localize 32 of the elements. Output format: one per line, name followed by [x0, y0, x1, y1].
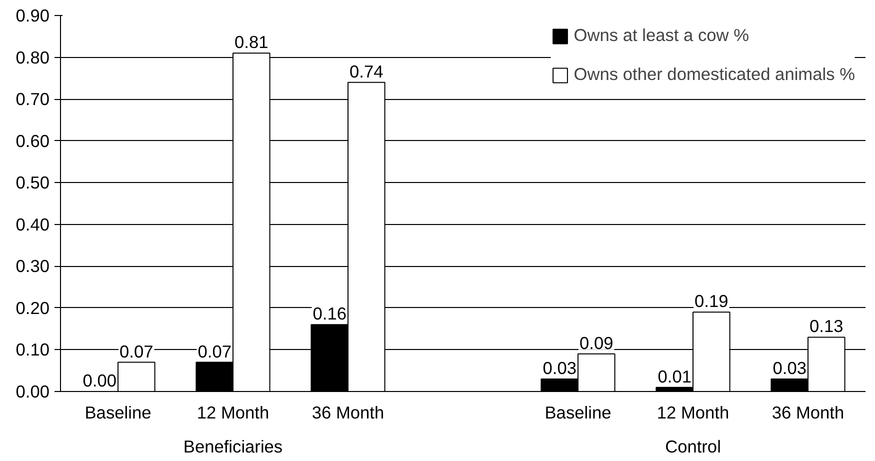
data-label: 0.03	[772, 358, 806, 378]
y-tick-label: 0.50	[16, 172, 50, 193]
x-tick-label: 36 Month	[772, 402, 844, 422]
y-tick-label: 0.60	[16, 130, 50, 151]
legend-label: Owns other domesticated animals %	[574, 64, 855, 85]
data-label: 0.16	[312, 304, 346, 324]
x-tick-label: 12 Month	[196, 402, 270, 422]
data-label: 0.81	[234, 32, 268, 52]
y-tick-label: 0.30	[16, 256, 50, 276]
y-tick-label: 0.20	[16, 298, 50, 318]
y-tick-label: 0.10	[16, 340, 50, 360]
text: Control	[665, 436, 721, 456]
y-tick-label: 0.00	[16, 382, 50, 402]
data-label: 0.74	[350, 61, 384, 82]
data-label: 0.19	[694, 291, 728, 312]
y-tick-label: 0.70	[16, 89, 50, 110]
text: Beneficiaries	[183, 436, 283, 456]
x-tick-label: 36 Month	[312, 402, 384, 422]
data-label: 0.07	[198, 341, 232, 362]
data-label: 0.01	[658, 366, 692, 386]
data-label: 0.03	[542, 358, 576, 378]
y-tick-label: 0.40	[16, 214, 50, 234]
y-tick-label: 0.80	[16, 47, 50, 68]
data-label: 0.07	[120, 341, 154, 362]
x-tick-label: Baseline	[544, 402, 612, 422]
y-tick-label: 0.90	[16, 6, 50, 26]
x-tick-label: Baseline	[84, 402, 152, 422]
legend-label: Owns at least a cow %	[574, 25, 750, 46]
data-label: 0.13	[810, 316, 844, 336]
data-label: 0.00	[82, 370, 116, 390]
x-tick-label: 12 Month	[656, 402, 730, 422]
data-label: 0.09	[580, 332, 614, 353]
